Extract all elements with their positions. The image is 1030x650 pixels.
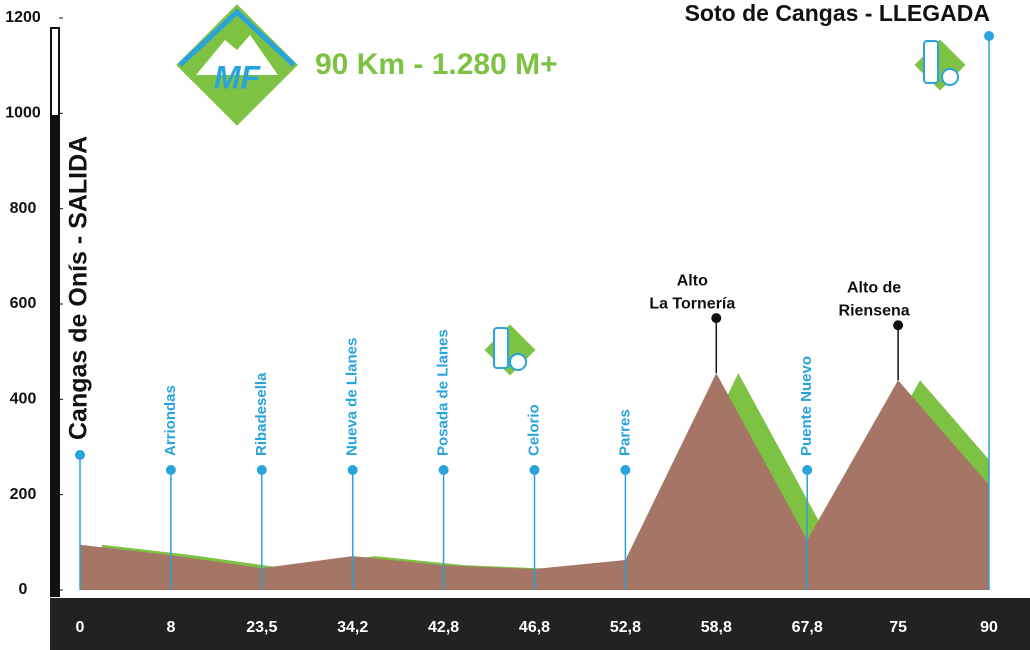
logo-roof [178, 8, 296, 67]
icon-bottle [923, 40, 939, 84]
waypoint-label: Nueva de Llanes [344, 338, 361, 456]
x-tick-label: 34,2 [337, 619, 368, 636]
refreshment-icon [484, 324, 536, 376]
waypoint-dot [347, 465, 358, 475]
y-axis-bar-fill [51, 115, 59, 596]
start-dot [75, 450, 85, 460]
x-axis-band [50, 598, 1030, 650]
y-tick-label: 1200 [5, 9, 41, 26]
y-tick-label: 1000 [5, 105, 41, 122]
y-tick-label: 200 [10, 486, 37, 503]
summit-label: La Tornería [649, 295, 735, 312]
icon-apple [941, 68, 959, 86]
waypoint-label: Puente Nuevo [798, 356, 815, 456]
y-tick-label: 600 [10, 295, 37, 312]
icon-bottle [493, 327, 509, 369]
waypoint-dot [529, 465, 540, 475]
waypoint-label: Arriondas [162, 385, 179, 456]
refreshment-icon [914, 39, 966, 91]
summit-label: Alto [677, 272, 708, 289]
waypoint-label: Posada de Llanes [435, 329, 452, 456]
chart-title: 90 Km - 1.280 M+ [315, 48, 558, 81]
logo: MF [176, 4, 298, 126]
summit-label: Riensena [839, 302, 910, 319]
x-tick-label: 90 [980, 619, 998, 636]
x-tick-label: 0 [76, 619, 85, 636]
waypoint-dot [165, 465, 176, 475]
x-tick-label: 8 [166, 619, 175, 636]
summit-label: Alto de [847, 279, 901, 296]
finish-label: Soto de Cangas - LLEGADA [685, 0, 990, 26]
x-tick-label: 46,8 [519, 619, 550, 636]
icon-diamond [484, 324, 536, 376]
waypoint-dot [620, 465, 631, 475]
finish-dot [984, 31, 994, 41]
waypoint-dot [802, 465, 813, 475]
waypoint-dot [438, 465, 449, 475]
start-label: Cangas de Onís - SALIDA [65, 136, 93, 440]
waypoint-label: Ribadesella [253, 372, 270, 456]
x-tick-label: 42,8 [428, 619, 459, 636]
waypoint-dot [256, 465, 267, 475]
icon-diamond [914, 39, 966, 91]
x-tick-label: 58,8 [701, 619, 732, 636]
y-tick-label: 400 [10, 391, 37, 408]
logo-text: MF [214, 59, 262, 95]
summit-dot [711, 313, 722, 324]
waypoint-label: Parres [616, 409, 633, 456]
y-tick-label: 0 [19, 581, 28, 598]
icon-apple [509, 353, 527, 371]
y-tick-label: 800 [10, 200, 37, 217]
logo-mountain [196, 35, 278, 75]
waypoint-label: Celorio [525, 404, 542, 456]
x-tick-label: 52,8 [610, 619, 641, 636]
x-tick-label: 23,5 [246, 619, 277, 636]
elevation-area [80, 373, 989, 590]
x-tick-label: 75 [889, 619, 907, 636]
x-tick-label: 67,8 [792, 619, 823, 636]
summit-dot [893, 320, 904, 331]
